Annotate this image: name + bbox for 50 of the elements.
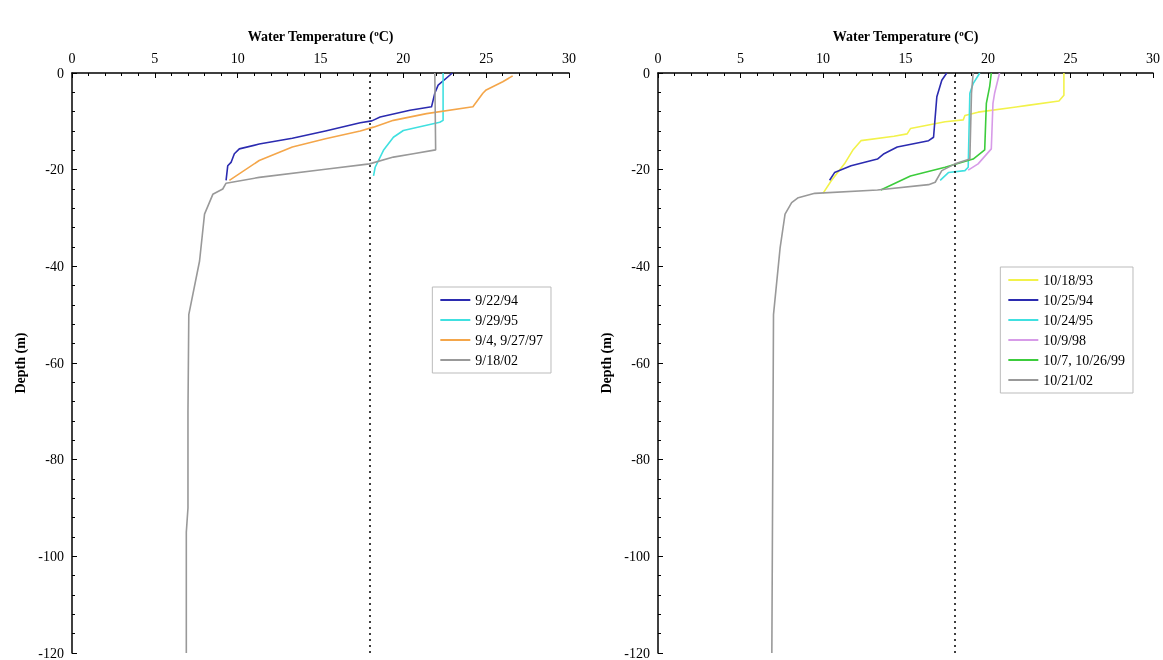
legend-label: 10/21/02 [1043, 372, 1094, 388]
y-tick-label: 0 [57, 65, 64, 81]
legend-label: 10/9/98 [1043, 332, 1087, 348]
line-series [939, 72, 981, 182]
line-series [372, 72, 444, 177]
legend-label: 9/4, 9/27/97 [475, 332, 543, 348]
y-tick-label: -60 [45, 355, 64, 371]
line-series [828, 72, 948, 182]
y-tick-label: -100 [624, 548, 650, 564]
legend-label: 9/29/95 [475, 312, 519, 328]
x-tick-label: 30 [1146, 50, 1160, 66]
x-tick-label: 20 [396, 50, 411, 66]
x-tick-label: 25 [1063, 50, 1078, 66]
x-tick-label: 10 [230, 50, 245, 66]
x-tick-label: 0 [654, 50, 662, 66]
line-series [967, 72, 1001, 171]
x-tick-label: 30 [562, 50, 576, 66]
line-series [228, 75, 514, 182]
y-axis-title: Depth (m) [598, 332, 615, 394]
x-tick-label: 25 [479, 50, 494, 66]
y-tick-label: -120 [624, 645, 650, 660]
x-tick-label: 5 [151, 50, 159, 66]
y-tick-label: -20 [631, 162, 650, 178]
x-tick-label: 0 [68, 50, 76, 66]
x-tick-label: 20 [981, 50, 995, 66]
y-tick-label: -40 [45, 258, 64, 274]
y-axis-title: Depth (m) [12, 332, 29, 394]
y-tick-label: -120 [38, 645, 64, 660]
x-tick-label: 15 [898, 50, 913, 66]
x-tick-label: 5 [737, 50, 744, 66]
y-tick-label: -40 [631, 258, 650, 274]
line-series [879, 72, 993, 191]
line-series [185, 72, 437, 654]
x-tick-label: 15 [313, 50, 328, 66]
legend-label: 10/25/94 [1043, 292, 1094, 308]
y-tick-label: -80 [631, 452, 650, 468]
line-series [225, 72, 454, 182]
line-series [771, 72, 974, 654]
y-tick-label: -80 [45, 452, 64, 468]
y-tick-label: -60 [631, 355, 650, 371]
legend-label: 10/7, 10/26/99 [1043, 352, 1125, 368]
legend-label: 10/24/95 [1043, 312, 1094, 328]
line-series [822, 72, 1065, 195]
y-tick-label: -20 [45, 162, 64, 178]
legend-label: 9/18/02 [475, 352, 519, 368]
y-tick-label: -100 [38, 548, 64, 564]
legend-label: 9/22/94 [475, 292, 519, 308]
x-tick-label: 10 [816, 50, 830, 66]
legend-label: 10/18/93 [1043, 272, 1094, 288]
y-tick-label: 0 [643, 65, 650, 81]
